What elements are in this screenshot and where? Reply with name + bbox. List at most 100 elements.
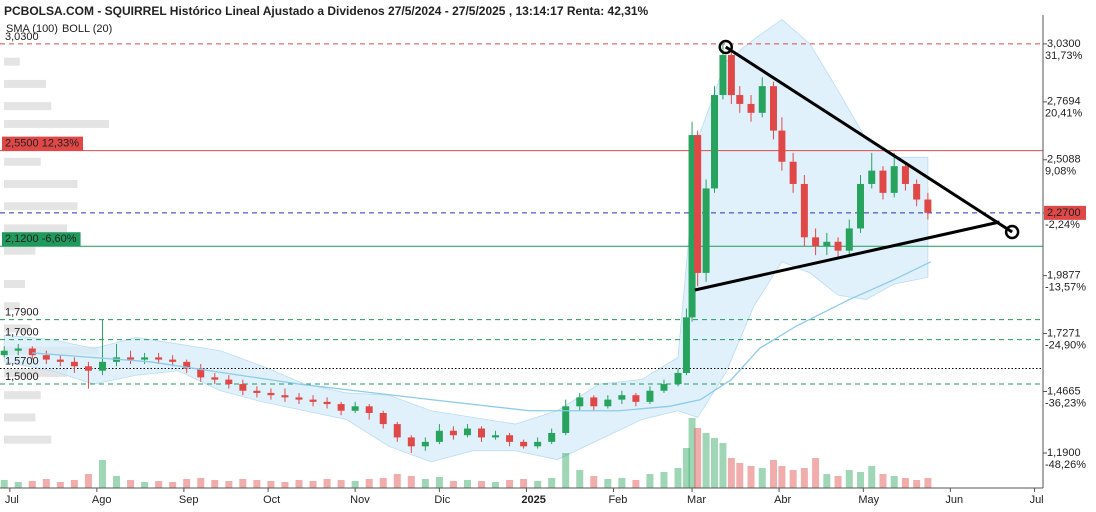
volume-bar bbox=[281, 482, 289, 488]
volume-bar bbox=[211, 480, 219, 488]
volume-bar bbox=[520, 479, 528, 488]
candle-body bbox=[351, 406, 359, 411]
candle-body bbox=[225, 379, 233, 385]
legend-entry: SMA (100) bbox=[6, 23, 58, 35]
candle-body bbox=[682, 317, 690, 373]
y-tick-pct: -13,57% bbox=[1045, 282, 1086, 294]
y-tick-pct: -36,23% bbox=[1045, 397, 1086, 409]
candle-body bbox=[155, 357, 163, 360]
volume-bar bbox=[506, 480, 514, 488]
volume-bar bbox=[70, 480, 78, 488]
volume-bar bbox=[183, 479, 191, 488]
candle-body bbox=[28, 348, 36, 356]
volume-bar bbox=[323, 479, 331, 488]
x-tick-label: Ago bbox=[92, 494, 112, 506]
volume-profile-bar bbox=[4, 157, 41, 166]
volume-bar bbox=[534, 481, 542, 488]
candle-body bbox=[323, 401, 331, 405]
candle-body bbox=[562, 406, 570, 433]
candle-body bbox=[14, 348, 22, 351]
level-label: 1,7900 bbox=[5, 306, 39, 318]
candle-body bbox=[604, 399, 612, 407]
volume-profile-bar bbox=[4, 302, 20, 311]
y-tick-pct: -48,26% bbox=[1045, 459, 1086, 471]
candle-body bbox=[84, 366, 92, 371]
candle-body bbox=[309, 399, 317, 402]
volume-bar bbox=[449, 481, 457, 488]
candle-body bbox=[492, 435, 500, 438]
candle-body bbox=[702, 188, 710, 273]
volume-bar bbox=[14, 482, 22, 488]
volume-bar bbox=[682, 448, 690, 488]
candle-body bbox=[857, 183, 865, 229]
volume-profile-bar bbox=[4, 119, 109, 128]
volume-bar bbox=[694, 428, 702, 488]
volume-profile-bar bbox=[4, 413, 36, 422]
volume-bar bbox=[197, 478, 205, 488]
volume-bar bbox=[913, 480, 921, 488]
candle-body bbox=[337, 404, 345, 411]
candle-body bbox=[758, 86, 766, 113]
volume-bar bbox=[337, 480, 345, 488]
volume-bar bbox=[674, 468, 682, 488]
candle-body bbox=[70, 361, 78, 367]
volume-bar bbox=[155, 481, 163, 488]
volume-profile-bar bbox=[4, 435, 52, 444]
candle-body bbox=[618, 395, 626, 400]
level-label: 3,0300 bbox=[5, 31, 39, 43]
candle-body bbox=[778, 130, 786, 162]
candle-body bbox=[393, 424, 401, 438]
candle-body bbox=[719, 55, 727, 96]
candle-body bbox=[736, 95, 744, 104]
volume-bar bbox=[295, 480, 303, 488]
volume-bar bbox=[477, 481, 485, 488]
candle-body bbox=[789, 161, 797, 184]
candle-body bbox=[924, 199, 932, 213]
candle-body bbox=[823, 241, 831, 247]
candle-body bbox=[590, 397, 598, 407]
volume-bar bbox=[421, 479, 429, 488]
candle-body bbox=[632, 395, 640, 402]
level-label: 2,5500 12,33% bbox=[5, 138, 79, 150]
level-label-box bbox=[2, 136, 84, 151]
chart-title: PCBOLSA.COM - SQUIRREL Histórico Lineal … bbox=[4, 4, 649, 18]
volume-bar bbox=[769, 460, 777, 488]
volume-bar bbox=[548, 478, 556, 488]
candle-body bbox=[477, 428, 485, 438]
volume-bar bbox=[98, 460, 106, 488]
volume-profile-bar bbox=[4, 57, 20, 66]
volume-bar bbox=[868, 466, 876, 488]
x-tick-label: Dic bbox=[434, 494, 450, 506]
volume-profile-bar bbox=[4, 202, 78, 211]
y-tick-label: 2,5088 bbox=[1047, 154, 1081, 166]
candle-body bbox=[769, 86, 777, 131]
volume-bar bbox=[924, 478, 932, 488]
volume-bar bbox=[365, 479, 373, 488]
volume-bar bbox=[823, 474, 831, 488]
trendline-handle bbox=[1004, 224, 1020, 240]
candle-body bbox=[747, 103, 755, 113]
volume-bar bbox=[727, 458, 735, 488]
candle-body bbox=[890, 166, 898, 193]
volume-bar bbox=[407, 476, 415, 488]
candle-body bbox=[435, 430, 443, 442]
volume-profile-bar bbox=[4, 368, 67, 377]
volume-bar bbox=[309, 481, 317, 488]
candle-body bbox=[834, 241, 842, 251]
sma-line bbox=[32, 261, 931, 412]
trendline bbox=[724, 45, 1013, 234]
volume-bar bbox=[857, 472, 865, 488]
volume-bar bbox=[267, 481, 275, 488]
volume-bar bbox=[747, 466, 755, 488]
candle-body bbox=[365, 406, 373, 413]
candle-body bbox=[879, 170, 887, 193]
volume-bar bbox=[812, 458, 820, 488]
candle-body bbox=[239, 384, 247, 391]
volume-bar bbox=[492, 482, 500, 488]
volume-bar bbox=[379, 478, 387, 488]
trendline bbox=[694, 220, 1000, 292]
candle-body bbox=[421, 441, 429, 447]
volume-bar bbox=[562, 453, 570, 488]
candle-body bbox=[845, 228, 853, 251]
